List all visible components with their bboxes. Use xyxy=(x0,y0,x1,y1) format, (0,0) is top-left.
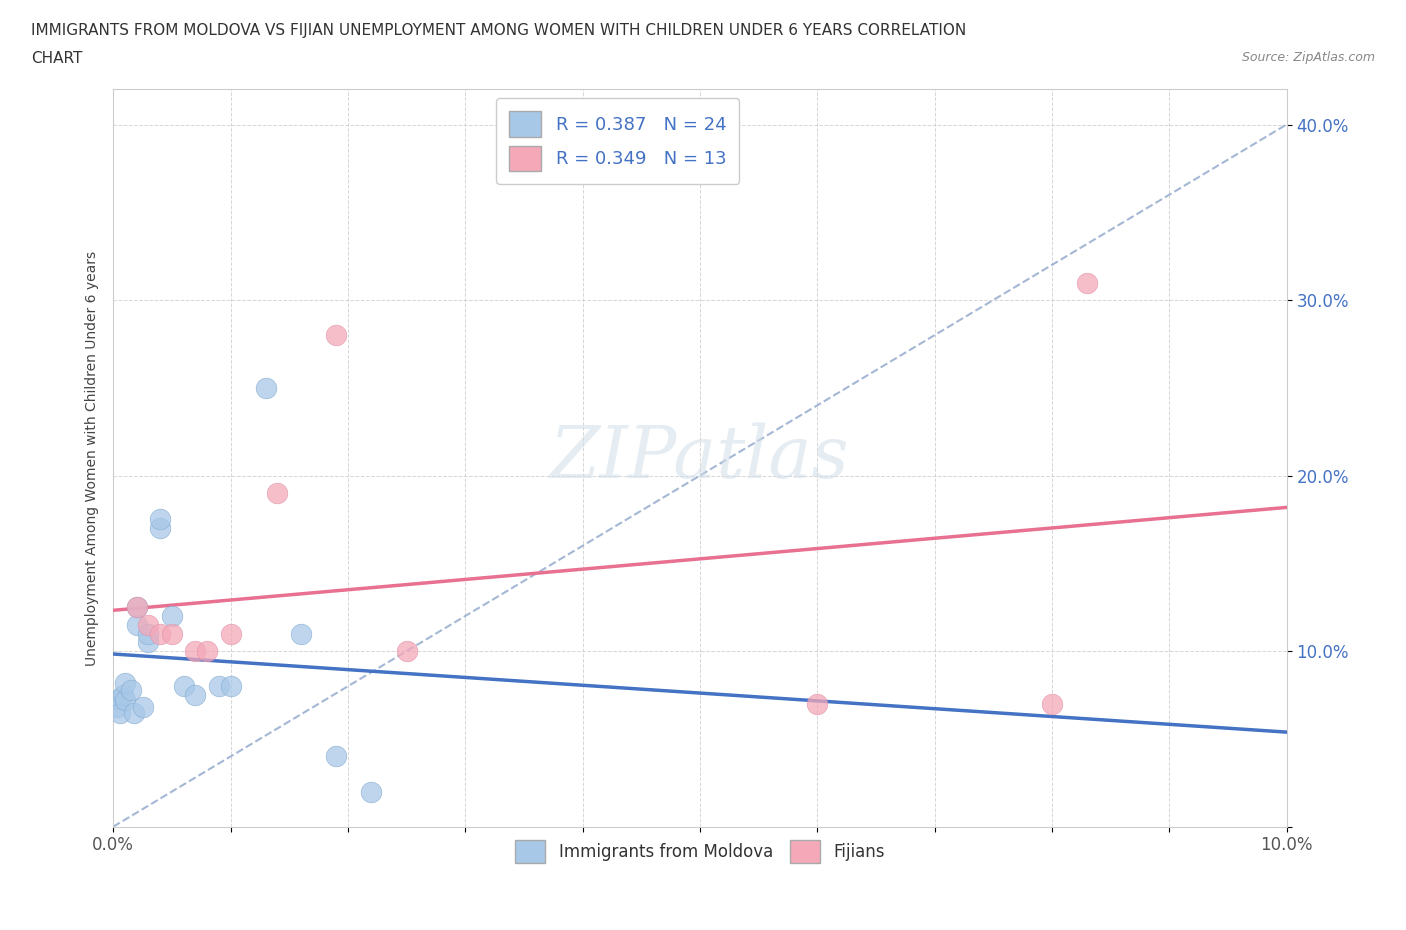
Point xyxy=(160,626,183,641)
Point xyxy=(110,705,132,720)
Point xyxy=(111,687,134,702)
Point xyxy=(360,784,382,799)
Point xyxy=(125,618,148,632)
Point xyxy=(184,687,207,702)
Point xyxy=(254,380,277,395)
Text: CHART: CHART xyxy=(31,51,83,66)
Point xyxy=(120,683,142,698)
Point xyxy=(131,700,153,715)
Point xyxy=(114,675,136,690)
Point xyxy=(149,521,172,536)
Point xyxy=(108,691,131,706)
Text: IMMIGRANTS FROM MOLDOVA VS FIJIAN UNEMPLOYMENT AMONG WOMEN WITH CHILDREN UNDER 6: IMMIGRANTS FROM MOLDOVA VS FIJIAN UNEMPL… xyxy=(31,23,966,38)
Legend: Immigrants from Moldova, Fijians: Immigrants from Moldova, Fijians xyxy=(509,833,891,870)
Point xyxy=(114,693,136,708)
Point xyxy=(184,644,207,658)
Point xyxy=(806,697,828,711)
Point xyxy=(1040,697,1063,711)
Point xyxy=(266,485,288,500)
Point xyxy=(173,679,195,694)
Point xyxy=(219,626,242,641)
Point xyxy=(208,679,231,694)
Point xyxy=(149,512,172,527)
Point xyxy=(138,618,160,632)
Point xyxy=(325,327,347,342)
Point xyxy=(160,608,183,623)
Point xyxy=(138,626,160,641)
Point xyxy=(125,600,148,615)
Point xyxy=(290,626,312,641)
Point xyxy=(395,644,418,658)
Point xyxy=(149,626,172,641)
Point xyxy=(219,679,242,694)
Y-axis label: Unemployment Among Women with Children Under 6 years: Unemployment Among Women with Children U… xyxy=(86,250,100,666)
Text: ZIPatlas: ZIPatlas xyxy=(550,423,849,493)
Point xyxy=(138,635,160,650)
Point xyxy=(105,700,128,715)
Point xyxy=(325,749,347,764)
Text: Source: ZipAtlas.com: Source: ZipAtlas.com xyxy=(1241,51,1375,64)
Point xyxy=(124,705,146,720)
Point xyxy=(125,600,148,615)
Point xyxy=(1076,275,1098,290)
Point xyxy=(195,644,218,658)
